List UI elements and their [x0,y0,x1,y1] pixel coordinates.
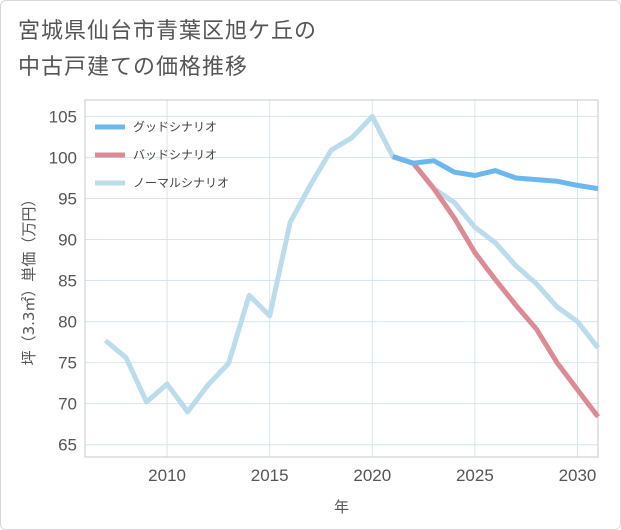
chart-title-line1: 宮城県仙台市青葉区旭ケ丘の [18,19,318,44]
chart-title: 宮城県仙台市青葉区旭ケ丘の 中古戸建ての価格推移 [18,14,578,86]
y-tick-label: 75 [58,354,77,373]
y-tick-label: 65 [58,436,77,455]
y-tick-label: 100 [49,148,77,167]
legend-label: ノーマルシナリオ [133,176,229,190]
y-tick-label: 95 [58,189,77,208]
grid [85,100,598,457]
series-line-1 [392,154,599,192]
chart-title-line2: 中古戸建ての価格推移 [18,55,249,80]
legend-label: グッドシナリオ [133,120,217,134]
x-axis-title: 年 [334,498,349,516]
x-tick-label: 2015 [251,466,289,485]
y-tick-label: 70 [58,395,77,414]
x-tick-label: 2010 [148,466,186,485]
x-tick-labels: 2010 2015 2020 2025 2030 [148,466,596,485]
x-tick-label: 2025 [456,466,494,485]
y-axis-title: 坪（3.3㎡）単価（万円） [20,192,38,366]
series-line-3 [103,113,600,415]
y-tick-label: 90 [58,231,77,250]
y-tick-label: 80 [58,313,77,332]
y-tick-label: 105 [49,107,77,126]
plot-border [84,99,599,458]
x-tick-label: 2020 [353,466,391,485]
y-tick-label: 85 [58,272,77,291]
series-lines [103,113,600,419]
legend-label: バッドシナリオ [133,148,217,162]
series-line-2 [392,154,600,419]
y-tick-labels: 65 70 75 80 85 90 95 100 105 [49,107,77,454]
x-tick-label: 2030 [559,466,597,485]
